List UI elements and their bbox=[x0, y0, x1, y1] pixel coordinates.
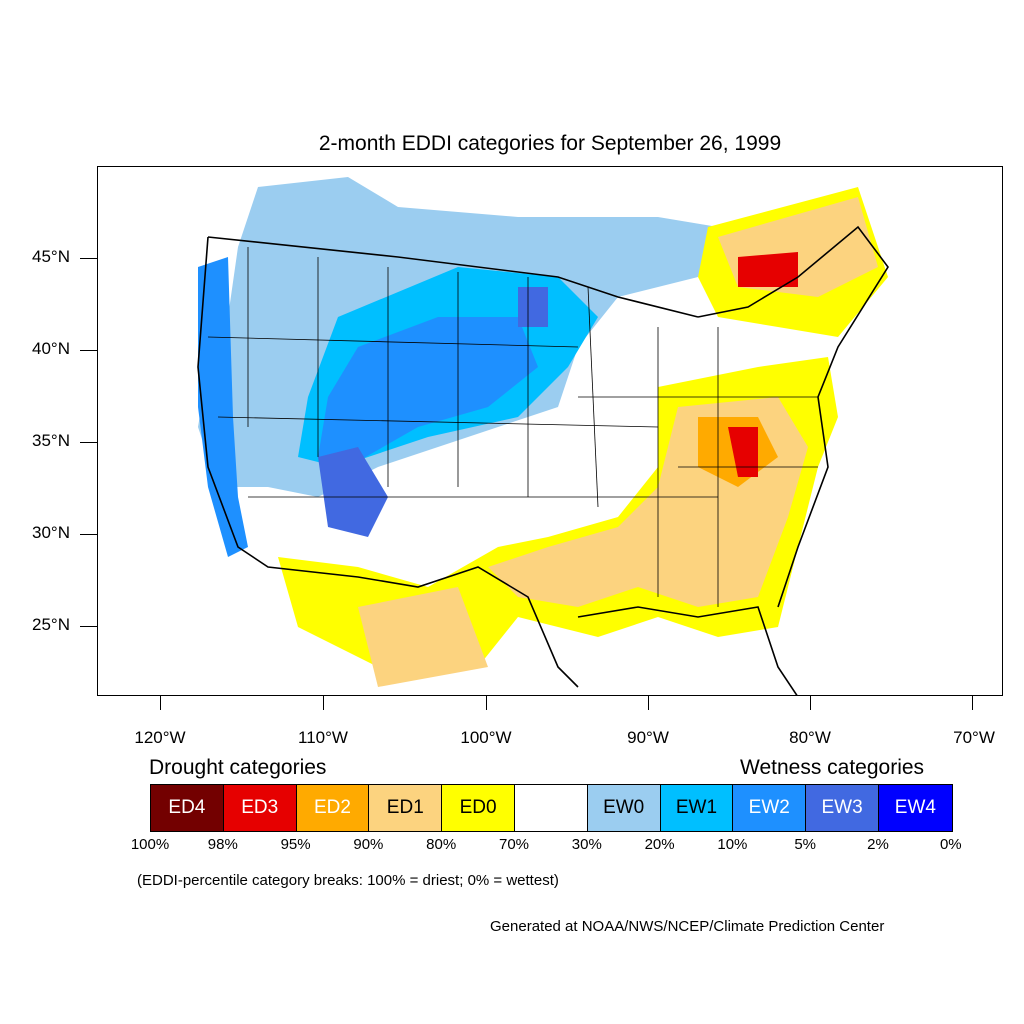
legend-drought-title: Drought categories bbox=[149, 756, 327, 779]
legend-percentile-label: 2% bbox=[867, 836, 889, 853]
legend-percentile-label: 20% bbox=[644, 836, 675, 853]
lon-label-80: 80°W bbox=[789, 728, 831, 747]
lat-label-25: 25°N bbox=[32, 615, 70, 634]
legend-cell-ew3: EW3 bbox=[806, 785, 879, 831]
legend-cell-ew4: EW4 bbox=[878, 785, 952, 831]
legend-cell-ew0: EW0 bbox=[587, 785, 661, 831]
legend-wetness-title: Wetness categories bbox=[740, 756, 925, 779]
legend-cell-ed4: ED4 bbox=[151, 785, 224, 831]
legend-cell-ed1: ED1 bbox=[369, 785, 443, 831]
lon-label-90: 90°W bbox=[627, 728, 669, 747]
wet-region-coast bbox=[198, 257, 248, 557]
eddi-map bbox=[197, 177, 889, 695]
lon-tick bbox=[972, 696, 973, 710]
lat-label-35: 35°N bbox=[32, 431, 70, 450]
wet-region-ew2 bbox=[318, 317, 538, 467]
lat-tick bbox=[80, 258, 97, 259]
lon-tick bbox=[486, 696, 487, 710]
lon-label-70: 70°W bbox=[953, 728, 995, 747]
wet-region-ew3-dakota bbox=[518, 287, 548, 327]
lon-label-120: 120°W bbox=[134, 728, 186, 747]
legend-percentile-label: 5% bbox=[794, 836, 817, 853]
legend-cell-ed0: ED0 bbox=[442, 785, 515, 831]
lat-tick bbox=[80, 534, 97, 535]
map-title: 2-month EDDI categories for September 26… bbox=[318, 132, 782, 155]
legend-percentile-label: 98% bbox=[207, 836, 238, 853]
lon-tick bbox=[323, 696, 324, 710]
legend-percentile-label: 100% bbox=[130, 836, 170, 853]
wet-region-ew3 bbox=[318, 447, 388, 537]
lon-label-100: 100°W bbox=[460, 728, 512, 747]
lon-tick bbox=[648, 696, 649, 710]
country-outlines bbox=[197, 225, 889, 695]
map-panel bbox=[97, 166, 1003, 696]
legend-cell-neutral bbox=[514, 785, 588, 831]
lon-tick bbox=[160, 696, 161, 710]
legend-percentile-label: 30% bbox=[571, 836, 602, 853]
lat-tick bbox=[80, 626, 97, 627]
legend-percentile-label: 95% bbox=[280, 836, 311, 853]
legend-percentile-label: 70% bbox=[498, 836, 530, 853]
lon-tick bbox=[810, 696, 811, 710]
lat-label-45: 45°N bbox=[32, 247, 70, 266]
legend-note: (EDDI-percentile category breaks: 100% =… bbox=[137, 872, 559, 889]
legend-cell-ed2: ED2 bbox=[296, 785, 370, 831]
legend-percentile-label: 10% bbox=[717, 836, 748, 853]
lat-label-30: 30°N bbox=[32, 523, 70, 542]
lon-label-110: 110°W bbox=[298, 728, 348, 747]
drought-region-southwest-ed1 bbox=[358, 587, 488, 687]
drought-region-ed3 bbox=[728, 427, 758, 477]
legend-percentile-label: 80% bbox=[426, 836, 457, 853]
lat-tick bbox=[80, 350, 97, 351]
legend-percentile-label: 90% bbox=[353, 836, 384, 853]
credit-line: Generated at NOAA/NWS/NCEP/Climate Predi… bbox=[490, 918, 885, 935]
legend-cell-ed3: ED3 bbox=[223, 785, 297, 831]
legend-percentile-label: 0% bbox=[939, 836, 962, 853]
legend-colorbar: ED4 ED3 ED2 ED1 ED0 EW0 EW1 EW2 EW3 EW4 bbox=[150, 784, 953, 832]
legend-cell-ew1: EW1 bbox=[660, 785, 734, 831]
drought-region-northeast-ed3 bbox=[738, 252, 798, 287]
state-outlines bbox=[207, 247, 818, 607]
legend-cell-ew2: EW2 bbox=[733, 785, 807, 831]
lat-label-40: 40°N bbox=[32, 339, 70, 358]
lat-tick bbox=[80, 442, 97, 443]
